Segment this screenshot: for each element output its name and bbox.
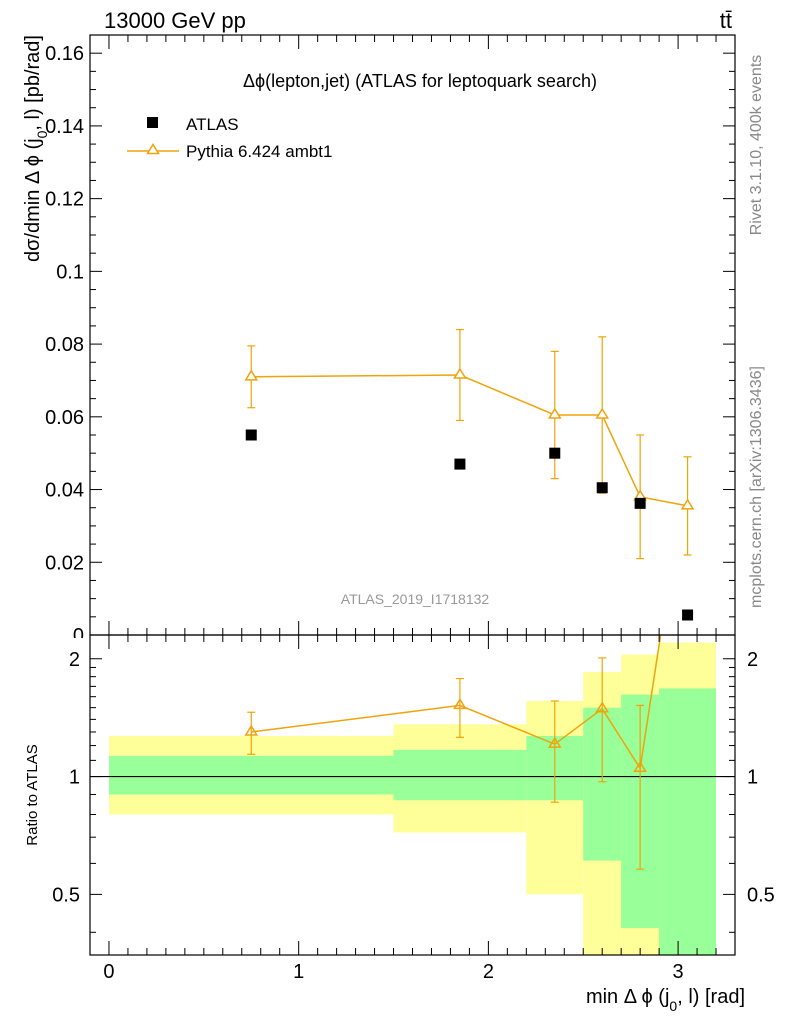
y-tick-label: 0.16 — [45, 43, 84, 65]
main-panel: 0.02 0.04 0.06 0.08 0.1 0.12 0.14 0.16 0 Δϕ(lept… — [22, 34, 736, 647]
legend-label-pythia: Pythia 6.424 ambt1 — [186, 142, 332, 161]
pythia-line — [251, 374, 688, 507]
energy-label: 13000 GeV pp — [104, 8, 246, 33]
xlabel: min Δ ϕ (j0, l) [rad] — [586, 986, 745, 1014]
ratio-band-inner — [659, 688, 717, 955]
ratio-y-tick-label: 2 — [69, 649, 80, 671]
y-tick-label-zero: 0 — [73, 625, 84, 647]
legend-marker-atlas — [147, 117, 158, 128]
main-plot-title: Δϕ(lepton,jet) (ATLAS for leptoquark sea… — [243, 71, 597, 91]
rivet-label: Rivet 3.1.10, 400k events — [748, 55, 765, 236]
ratio-y-tick-label-right: 2 — [747, 649, 758, 671]
atlas-point — [245, 429, 257, 441]
main-plot-area — [244, 328, 695, 621]
ratio-y-tick-label: 0.5 — [52, 884, 80, 906]
ratio-point — [595, 701, 610, 713]
pythia-point — [244, 369, 259, 381]
y-tick-label: 0.1 — [56, 261, 84, 283]
pythia-point — [680, 498, 695, 510]
ratio-point — [453, 697, 467, 710]
x-tick-label: 0 — [103, 961, 114, 983]
x-tick-label: 3 — [673, 961, 684, 983]
atlas-point — [454, 458, 466, 470]
ratio-point — [244, 724, 259, 736]
legend-marker-pythia — [146, 143, 160, 155]
analysis-label: ATLAS_2019_I1718132 — [341, 591, 490, 607]
y-tick-label: 0.14 — [45, 116, 84, 138]
legend-label-atlas: ATLAS — [186, 115, 239, 134]
y-tick-label: 0.08 — [45, 334, 84, 356]
atlas-point — [634, 497, 646, 509]
y-tick-label: 0.02 — [45, 552, 84, 574]
ratio-band-inner — [108, 755, 394, 795]
ratio-y-tick-label-right: 1 — [747, 767, 758, 789]
ratio-panel: 0.5 0.5 1 1 2 2 0 1 2 3 Ratio to ATLAS min Δ ϕ (j… — [24, 634, 775, 1014]
x-tick-label: 1 — [293, 961, 304, 983]
ratio-point — [547, 736, 562, 748]
ratio-ylabel: Ratio to ATLAS — [24, 744, 41, 845]
main-ylabel: dσ/dmin Δ ϕ (j0, l) [pb/rad] — [22, 35, 50, 262]
y-tick-label: 0.04 — [45, 480, 84, 502]
y-tick-label: 0.12 — [45, 189, 84, 211]
ratio-bands — [108, 642, 717, 955]
pythia-point — [453, 367, 467, 379]
ratio-y-tick-label-right: 0.5 — [747, 884, 775, 906]
ratio-plot-area — [90, 635, 735, 870]
legend: ATLAS Pythia 6.424 ambt1 — [127, 115, 332, 161]
process-label: tt̄ — [720, 8, 732, 33]
atlas-point — [549, 447, 561, 459]
ratio-band-inner — [393, 749, 527, 801]
ratio-point — [633, 760, 647, 773]
atlas-point — [682, 609, 694, 621]
atlas-point — [596, 482, 608, 494]
y-tick-label: 0.06 — [45, 407, 84, 429]
pythia-point — [547, 407, 562, 419]
main-axes: 0.02 0.04 0.06 0.08 0.1 0.12 0.14 0.16 0 — [45, 34, 735, 647]
ratio-y-tick-label: 1 — [69, 767, 80, 789]
source-label: mcplots.cern.ch [arXiv:1306.3436] — [748, 366, 765, 608]
ratio-axes: 0.5 0.5 1 1 2 2 0 1 2 3 — [52, 635, 775, 983]
pythia-point — [595, 407, 610, 419]
x-tick-label: 2 — [483, 961, 494, 983]
ratio-line — [251, 635, 662, 771]
